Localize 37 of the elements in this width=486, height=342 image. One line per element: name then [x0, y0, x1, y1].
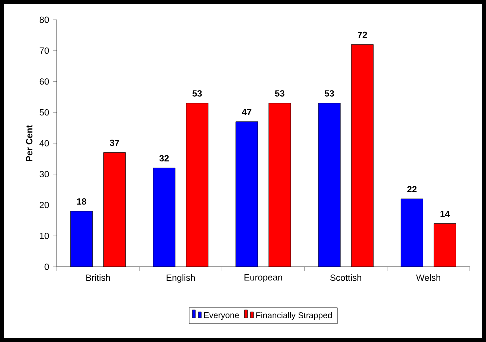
bar [70, 211, 93, 267]
y-tick-label: 80 [40, 16, 50, 24]
data-label: 18 [77, 198, 87, 205]
bar [434, 224, 456, 267]
y-tick-label: 20 [40, 202, 50, 208]
data-label: 22 [408, 186, 417, 193]
y-axis-title: Per Cent [26, 125, 33, 162]
data-label: 53 [275, 90, 285, 97]
y-tick-label: 70 [40, 48, 50, 54]
legend-label: Financially Strapped [256, 312, 332, 320]
y-tick-label: 40 [40, 140, 50, 147]
x-tick-label: British [86, 274, 110, 282]
bar [401, 198, 424, 267]
bar [186, 103, 208, 267]
data-label: 14 [440, 211, 450, 218]
x-tick-label: Welsh [416, 274, 440, 282]
y-tick-label: 50 [40, 109, 50, 116]
y-tick-label: 10 [40, 232, 50, 240]
data-label: 53 [192, 90, 202, 97]
data-label: 32 [160, 155, 170, 162]
data-label: 53 [324, 90, 334, 97]
data-label: 37 [110, 140, 120, 146]
bar [352, 44, 374, 267]
data-label: 72 [358, 32, 368, 38]
y-tick-label: 30 [40, 171, 50, 178]
bar [318, 103, 341, 267]
x-tick-label: Scottish [330, 274, 362, 282]
x-tick-label: English [166, 274, 196, 283]
x-tick-label: European [244, 274, 282, 283]
bar [269, 103, 291, 267]
legend-label: Everyone [204, 312, 240, 320]
bar [153, 168, 176, 267]
y-tick-label: 0 [44, 264, 50, 270]
y-tick-label: 60 [40, 78, 50, 85]
bar [236, 122, 258, 267]
bar [104, 152, 126, 267]
data-label: 47 [242, 109, 252, 116]
